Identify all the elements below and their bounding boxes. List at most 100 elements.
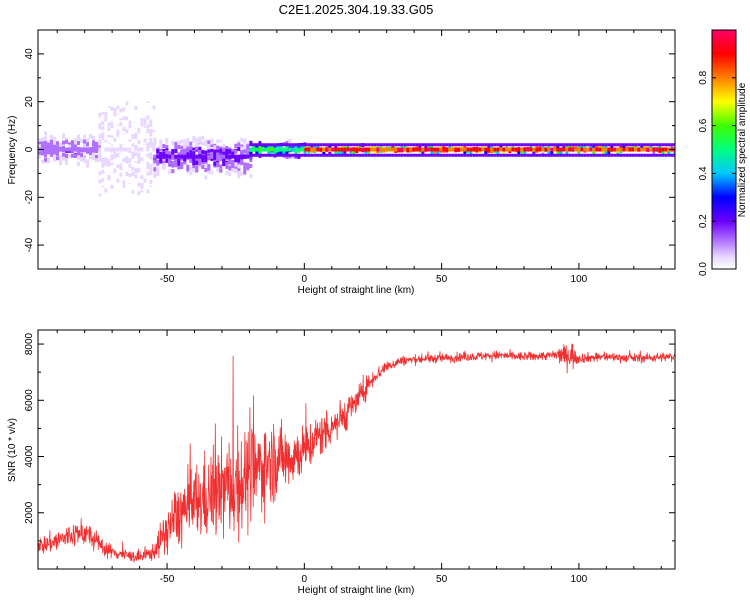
heatmap-cell: [192, 156, 196, 161]
heatmap-cell: [140, 66, 144, 71]
heatmap-cell: [625, 153, 629, 157]
heatmap-cell: [445, 143, 449, 147]
heatmap-cell: [361, 153, 365, 157]
heatmap-cell: [140, 178, 144, 183]
heatmap-cell: [255, 153, 259, 157]
heatmap-cell: [113, 89, 117, 94]
heatmap-cell: [541, 143, 545, 147]
heatmap-cell: [56, 147, 59, 152]
heatmap-cell: [352, 153, 356, 157]
heatmap-cell: [373, 153, 377, 157]
heatmap-cell: [152, 79, 156, 84]
heatmap-cell: [168, 170, 172, 175]
heatmap-cell: [174, 154, 178, 159]
heatmap-cell: [198, 158, 202, 163]
heatmap-cell: [122, 164, 126, 169]
heatmap-cell: [131, 154, 135, 159]
heatmap-cell: [210, 148, 214, 153]
heatmap-cell: [152, 113, 156, 118]
heatmap-cell: [547, 147, 551, 152]
heatmap-cell: [134, 131, 138, 136]
heatmap-cell: [128, 80, 132, 85]
heatmap-cell: [56, 156, 59, 161]
heatmap-cell: [162, 154, 166, 159]
heatmap-cell: [234, 149, 238, 154]
heatmap-cell: [526, 147, 530, 152]
heatmap-cell: [427, 147, 431, 152]
heatmap-cell: [466, 143, 470, 147]
heatmap-cell: [116, 157, 120, 162]
heatmap-cell: [50, 140, 53, 145]
heatmap-cell: [95, 147, 98, 152]
heatmap-cell: [195, 161, 199, 166]
heatmap-cell: [113, 177, 117, 182]
heatmap-cell: [255, 143, 259, 147]
heatmap-cell: [487, 147, 491, 152]
heatmap-cell: [300, 153, 304, 157]
heatmap-cell: [258, 143, 262, 147]
heatmap-cell: [228, 149, 232, 154]
heatmap-cell: [499, 143, 503, 147]
heatmap-cell: [146, 90, 150, 95]
heatmap-cell: [122, 151, 126, 156]
heatmap-cell: [204, 161, 208, 166]
y-tick-label: 20: [24, 96, 35, 108]
heatmap-cell: [421, 143, 425, 147]
heatmap-cell: [234, 169, 238, 174]
colorbar-tick-label: 0.2: [698, 214, 709, 228]
heatmap-cell: [122, 169, 126, 174]
heatmap-cell: [550, 153, 554, 157]
heatmap-cell: [149, 191, 153, 196]
heatmap-cell: [98, 109, 102, 114]
heatmap-cell: [628, 147, 632, 152]
heatmap-cell: [149, 152, 153, 157]
heatmap-cell: [122, 116, 126, 121]
heatmap-cell: [237, 167, 241, 172]
heatmap-cell: [258, 141, 262, 146]
heatmap-cell: [237, 147, 241, 152]
heatmap-cell: [240, 161, 244, 166]
heatmap-cell: [119, 172, 123, 177]
heatmap-cell: [189, 154, 193, 159]
heatmap-cell: [460, 153, 464, 157]
heatmap-cell: [183, 139, 187, 144]
heatmap-cell: [207, 145, 211, 150]
heatmap-cell: [628, 143, 632, 147]
heatmap-cell: [207, 154, 211, 159]
heatmap-cell: [98, 187, 102, 192]
heatmap-cell: [499, 147, 503, 152]
heatmap-cell: [71, 140, 74, 145]
heatmap-cell: [661, 143, 665, 147]
heatmap-cell: [116, 159, 120, 164]
heatmap-cell: [258, 153, 262, 157]
heatmap-cell: [243, 149, 247, 154]
heatmap-cell: [137, 163, 141, 168]
heatmap-cell: [574, 143, 578, 147]
heatmap-cell: [195, 156, 199, 161]
heatmap-cell: [152, 179, 156, 184]
heatmap-cell: [243, 170, 247, 175]
heatmap-cell: [234, 154, 238, 159]
heatmap-cell: [279, 147, 283, 152]
heatmap-cell: [110, 89, 114, 94]
heatmap-cell: [325, 153, 329, 157]
heatmap-cell: [634, 147, 638, 152]
heatmap-cell: [210, 140, 214, 145]
heatmap-cell: [637, 143, 641, 147]
heatmap-cell: [424, 143, 428, 147]
heatmap-cell: [149, 147, 153, 152]
heatmap-cell: [59, 161, 62, 166]
heatmap-cell: [493, 143, 497, 147]
heatmap-cell: [610, 143, 614, 147]
heatmap-cell: [198, 136, 202, 141]
heatmap-cell: [457, 143, 461, 147]
heatmap-cell: [101, 121, 105, 126]
heatmap-cell: [113, 44, 117, 49]
heatmap-cell: [652, 143, 656, 147]
heatmap-cell: [137, 201, 141, 206]
heatmap-cell: [282, 153, 286, 157]
heatmap-cell: [628, 153, 632, 157]
heatmap-cell: [101, 123, 105, 128]
heatmap-cell: [183, 156, 187, 161]
